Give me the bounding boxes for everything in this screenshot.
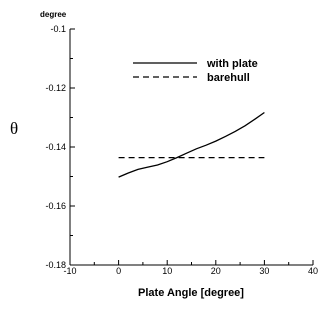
y-tick-label: -0.18: [45, 260, 66, 270]
x-tick-label: 40: [308, 266, 318, 276]
x-axis-label: Plate Angle [degree]: [138, 287, 244, 299]
y-tick-label: -0.14: [45, 142, 66, 152]
series-layer: [118, 111, 265, 178]
y-tick-label: -0.1: [50, 24, 66, 34]
x-tick-label: 0: [116, 266, 121, 276]
chart-frame: [69, 29, 313, 266]
x-tick-label: 30: [259, 266, 269, 276]
y-axis-label: θ: [10, 119, 18, 138]
series-line-with-plate: [118, 111, 265, 178]
x-tick-label: 10: [162, 266, 172, 276]
legend-label-with-plate: with plate: [206, 58, 258, 70]
x-tick-label: 20: [211, 266, 221, 276]
y-tick-label: -0.16: [45, 201, 66, 211]
unit-label: degree: [40, 10, 67, 19]
x-tick-label: -10: [63, 266, 76, 276]
y-ticks: -0.1 -0.12 -0.14 -0.16 -0.18: [45, 24, 75, 270]
x-ticks: -10 0 10 20 30 40: [63, 260, 318, 276]
legend-label-barehull: barehull: [207, 72, 250, 84]
legend: with plate barehull: [133, 58, 258, 84]
y-tick-label: -0.12: [45, 83, 66, 93]
